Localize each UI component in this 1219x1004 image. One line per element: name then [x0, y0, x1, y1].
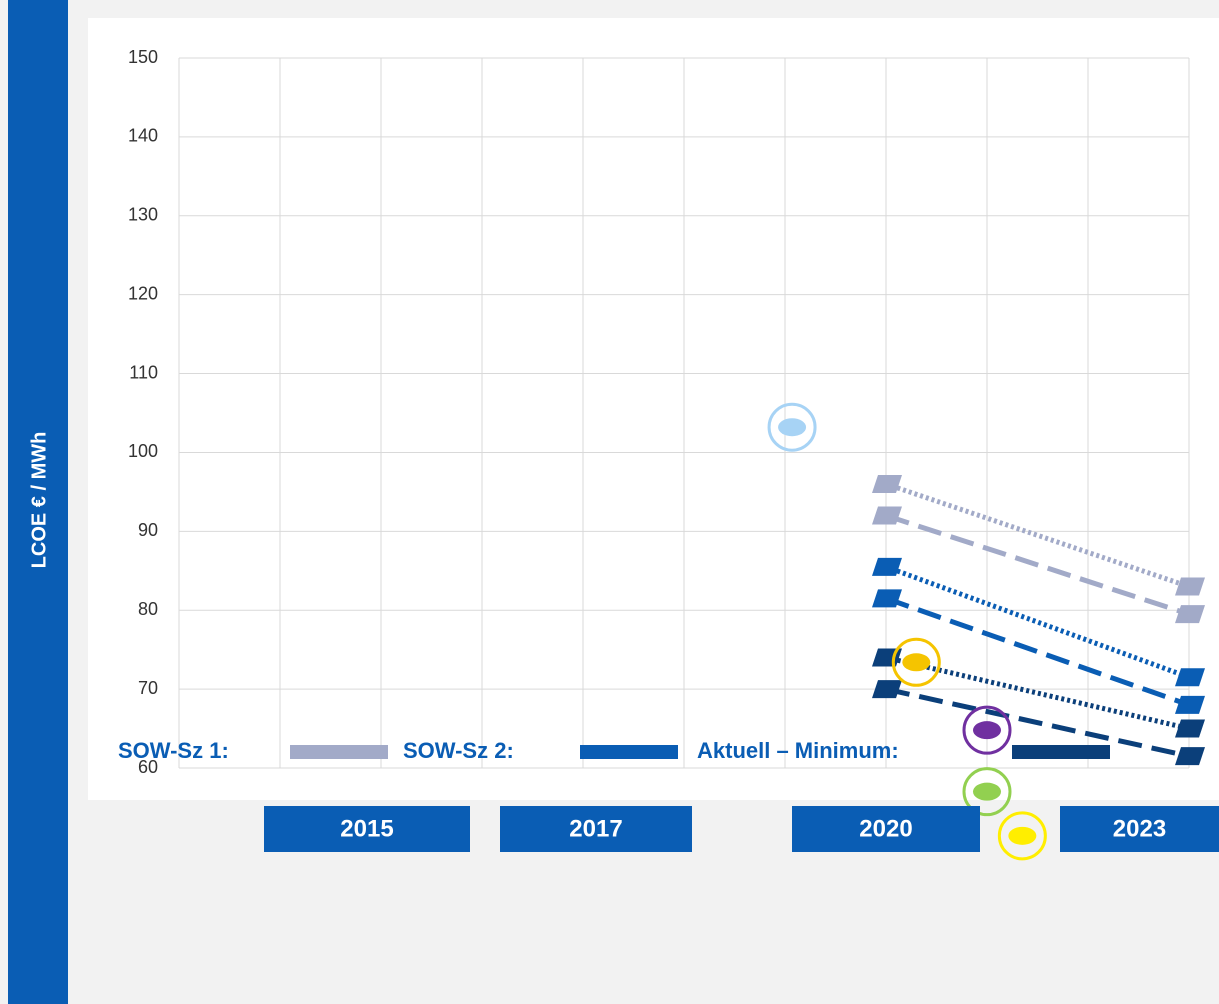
point: [1008, 826, 1037, 845]
series-marker: [1175, 668, 1205, 687]
y-tick-label: 60: [138, 757, 158, 777]
plot-panel: [88, 18, 1219, 800]
side-bar: [8, 0, 68, 1004]
y-tick-label: 90: [138, 520, 158, 540]
y-tick-label: 140: [128, 126, 158, 146]
year-label: 2017: [569, 815, 622, 842]
year-box: [500, 806, 692, 852]
year-box: [264, 806, 470, 852]
series-line: [885, 513, 1190, 617]
series-marker: [872, 475, 902, 493]
y-tick-label: 100: [128, 441, 158, 461]
legend-label: SOW-Sz 2:: [403, 738, 514, 763]
year-box: [1060, 806, 1219, 852]
series-marker: [1175, 577, 1205, 596]
series-line: [885, 686, 1190, 759]
series-line: [885, 481, 1190, 589]
legend-label: SOW-Sz 1:: [118, 738, 229, 763]
point-ring: [997, 811, 1047, 861]
series-marker: [1175, 695, 1205, 714]
point: [973, 721, 1001, 740]
point: [778, 418, 807, 437]
series-marker: [872, 506, 902, 525]
y-tick-label: 110: [129, 362, 158, 382]
year-label: 2023: [1113, 815, 1166, 842]
y-tick-label: 130: [128, 205, 158, 225]
legend-swatch: [290, 745, 388, 759]
series-marker: [1175, 747, 1205, 766]
series-marker: [872, 557, 902, 576]
series-line: [885, 596, 1190, 708]
series-marker: [872, 589, 902, 608]
series-marker: [1175, 719, 1205, 738]
point: [973, 782, 1001, 801]
y-tick-label: 80: [138, 599, 158, 619]
y-tick-label: 150: [128, 47, 158, 67]
y-tick-label: 70: [138, 678, 158, 698]
year-box: [792, 806, 980, 852]
legend-swatch: [1012, 745, 1110, 759]
point-ring: [962, 767, 1012, 817]
year-label: 2020: [859, 815, 912, 842]
y-tick-label: 120: [128, 283, 158, 303]
y-axis-label: LCOE € / MWh: [28, 432, 50, 569]
legend-label: Aktuell – Minimum:: [697, 738, 899, 763]
point-ring: [962, 705, 1012, 755]
series-marker: [872, 680, 902, 699]
point: [902, 653, 931, 672]
year-label: 2015: [340, 815, 393, 842]
point-ring: [767, 402, 817, 452]
series-marker: [1175, 605, 1205, 624]
legend-swatch: [580, 745, 678, 759]
series-line: [885, 655, 1190, 731]
point-ring: [891, 637, 941, 687]
